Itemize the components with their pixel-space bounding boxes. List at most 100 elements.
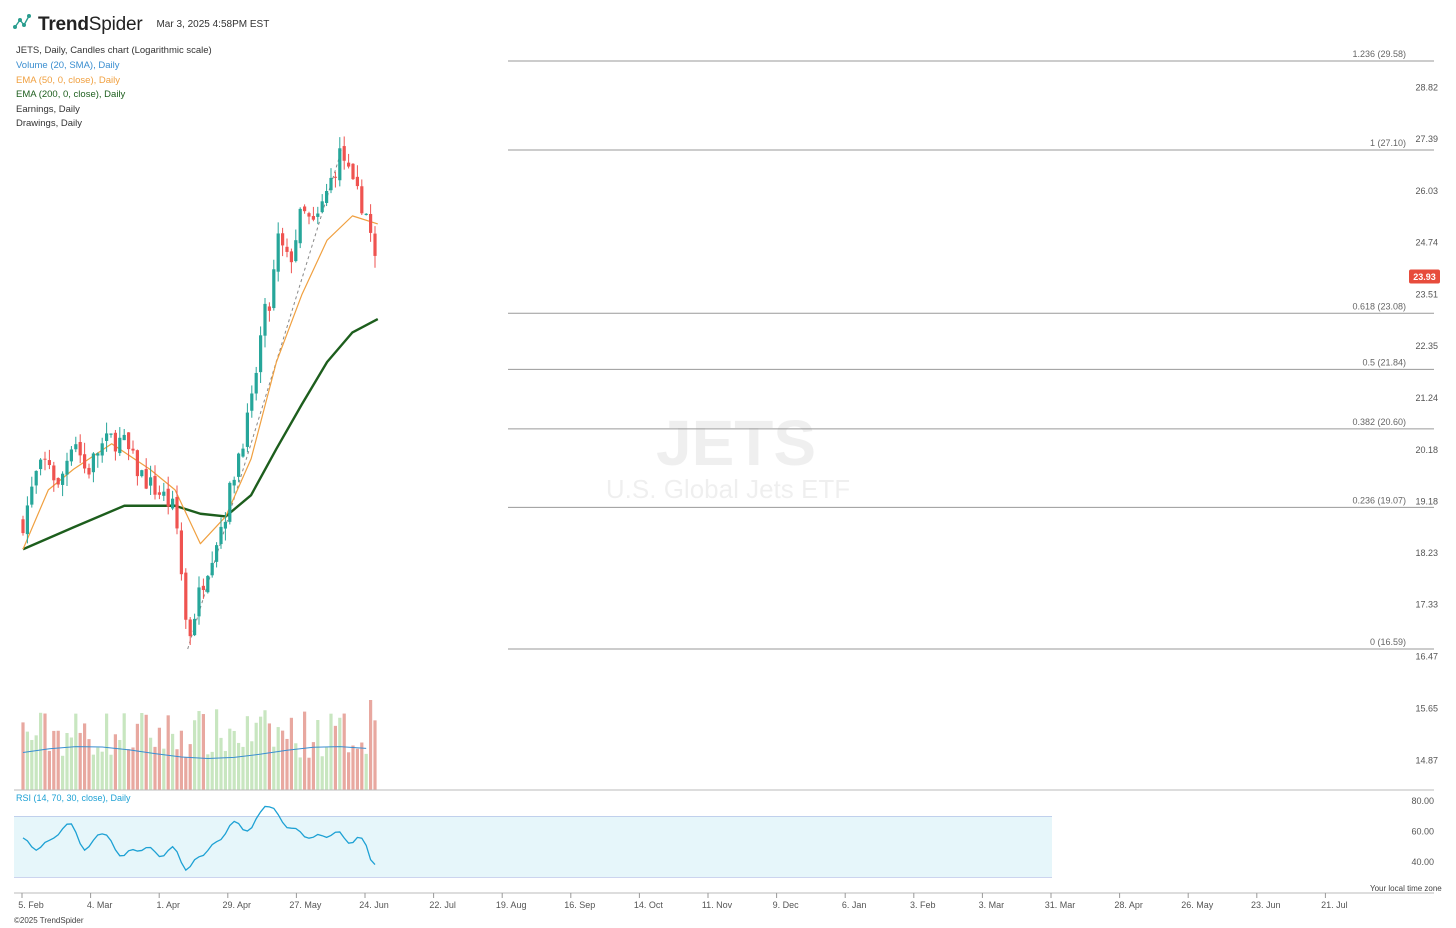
candle-body xyxy=(135,450,139,477)
candle-body xyxy=(34,470,38,486)
candle-body xyxy=(347,162,351,167)
volume-bar xyxy=(100,751,104,790)
price-tick-label: 19.18 xyxy=(1415,496,1438,506)
ema200-layer xyxy=(22,317,379,551)
candle-body xyxy=(25,505,29,535)
candle-body xyxy=(47,460,51,466)
last-price-badge-bg xyxy=(1409,269,1440,284)
candle-body xyxy=(329,177,333,191)
candle-body xyxy=(289,251,293,263)
volume-bar xyxy=(263,710,267,790)
volume-bar xyxy=(69,737,73,790)
volume-bar xyxy=(157,727,161,790)
volume-bar xyxy=(30,739,34,790)
date-tick-label: 11. Nov xyxy=(702,900,733,910)
volume-bar xyxy=(223,750,227,790)
price-tick-label: 17.33 xyxy=(1415,600,1438,610)
fib-level-label: 0 (16.59) xyxy=(1370,637,1406,647)
indicator-legend-item[interactable]: Drawings, Daily xyxy=(16,118,82,129)
candle-body xyxy=(215,545,219,562)
candle-body xyxy=(78,442,82,456)
fibonacci-retracement[interactable]: 1.236 (29.58) 1 (27.10) 0.618 (23.08) 0.5 (… xyxy=(508,49,1434,650)
volume-bar xyxy=(179,730,183,790)
volume-bar xyxy=(351,745,355,790)
fib-level-label: 0.5 (21.84) xyxy=(1362,357,1406,367)
candle-body xyxy=(131,448,135,451)
candle-body xyxy=(294,240,298,262)
indicator-legend-item[interactable]: Volume (20, SMA), Daily xyxy=(16,60,120,71)
candles-layer[interactable] xyxy=(21,136,377,645)
indicator-legend-item[interactable]: Earnings, Daily xyxy=(16,103,80,115)
brand-name: TrendSpider xyxy=(38,13,143,35)
date-tick-label: 3. Feb xyxy=(910,900,936,910)
candle-body xyxy=(369,213,373,233)
candle-body xyxy=(69,449,73,462)
fib-level-label: 0.618 (23.08) xyxy=(1352,301,1406,311)
volume-bar xyxy=(289,717,293,790)
volume-bar xyxy=(298,757,302,790)
volume-bar xyxy=(311,742,315,790)
candle-body xyxy=(342,146,346,161)
candle-body xyxy=(56,478,60,485)
candle-body xyxy=(144,469,148,489)
volume-bar xyxy=(360,742,364,790)
rsi-tick-label: 80.00 xyxy=(1411,796,1434,806)
rsi-band xyxy=(14,816,1052,878)
volume-bar xyxy=(294,743,298,790)
rsi-tick-label: 60.00 xyxy=(1411,827,1434,837)
volume-bar xyxy=(52,730,56,790)
indicator-legend-item[interactable]: EMA (200, 0, close), Daily xyxy=(16,89,126,100)
candle-body xyxy=(61,473,65,485)
timezone-label[interactable]: Your local time zone xyxy=(1370,884,1442,893)
volume-bar xyxy=(56,730,60,790)
candle-body xyxy=(21,519,25,534)
volume-bar xyxy=(65,733,69,790)
volume-bar xyxy=(347,752,351,790)
candle-body xyxy=(201,585,205,591)
candle-body xyxy=(272,269,276,309)
candle-body xyxy=(188,619,192,637)
candle-body xyxy=(259,335,263,373)
rsi-label: RSI (14, 70, 30, close), Daily xyxy=(16,793,131,803)
candle-body xyxy=(162,491,166,496)
volume-bar xyxy=(193,720,197,790)
date-tick-label: 6. Jan xyxy=(842,900,867,910)
date-axis[interactable]: 5. Feb 4. Mar 1. Apr 29. Apr 27. May 24. Jun 2… xyxy=(18,893,1348,910)
candle-body xyxy=(355,176,359,187)
price-axis[interactable]: 28.82 27.39 26.03 24.74 23.51 22.35 21.24 20.18… xyxy=(1415,82,1438,765)
volume-bar xyxy=(285,738,289,790)
volume-bar xyxy=(105,713,109,790)
candle-body xyxy=(109,433,113,435)
volume-bar xyxy=(307,757,311,790)
date-tick-label: 23. Jun xyxy=(1251,900,1281,910)
candle-body xyxy=(118,437,122,454)
volume-bar xyxy=(272,746,276,790)
chart-timestamp: Mar 3, 2025 4:58PM EST xyxy=(156,19,270,30)
candle-body xyxy=(276,233,280,272)
candle-body xyxy=(100,443,104,456)
volume-bar xyxy=(83,723,87,790)
candle-body xyxy=(373,233,377,256)
indicator-legend-item[interactable]: EMA (50, 0, close), Daily xyxy=(16,74,121,86)
price-tick-label: 21.24 xyxy=(1415,393,1438,403)
volume-bar xyxy=(276,727,280,790)
candle-body xyxy=(127,432,131,450)
copyright: ©2025 TrendSpider xyxy=(14,916,84,925)
volume-bar xyxy=(338,717,342,790)
volume-bar xyxy=(303,711,307,790)
candle-body xyxy=(285,246,289,252)
candle-body xyxy=(303,206,307,212)
volume-bar xyxy=(47,750,51,790)
candle-body xyxy=(364,213,368,215)
candle-body xyxy=(30,486,34,505)
volume-bar xyxy=(109,754,113,790)
volume-bar xyxy=(131,747,135,790)
volume-bar xyxy=(25,731,29,790)
volume-bar xyxy=(215,709,219,790)
symbol-watermark: JETS U.S. Global Jets ETF xyxy=(606,407,850,504)
ema50-line xyxy=(22,215,378,550)
volume-bar xyxy=(113,734,117,790)
rsi-tick-label: 40.00 xyxy=(1411,857,1434,867)
candle-body xyxy=(219,526,223,545)
